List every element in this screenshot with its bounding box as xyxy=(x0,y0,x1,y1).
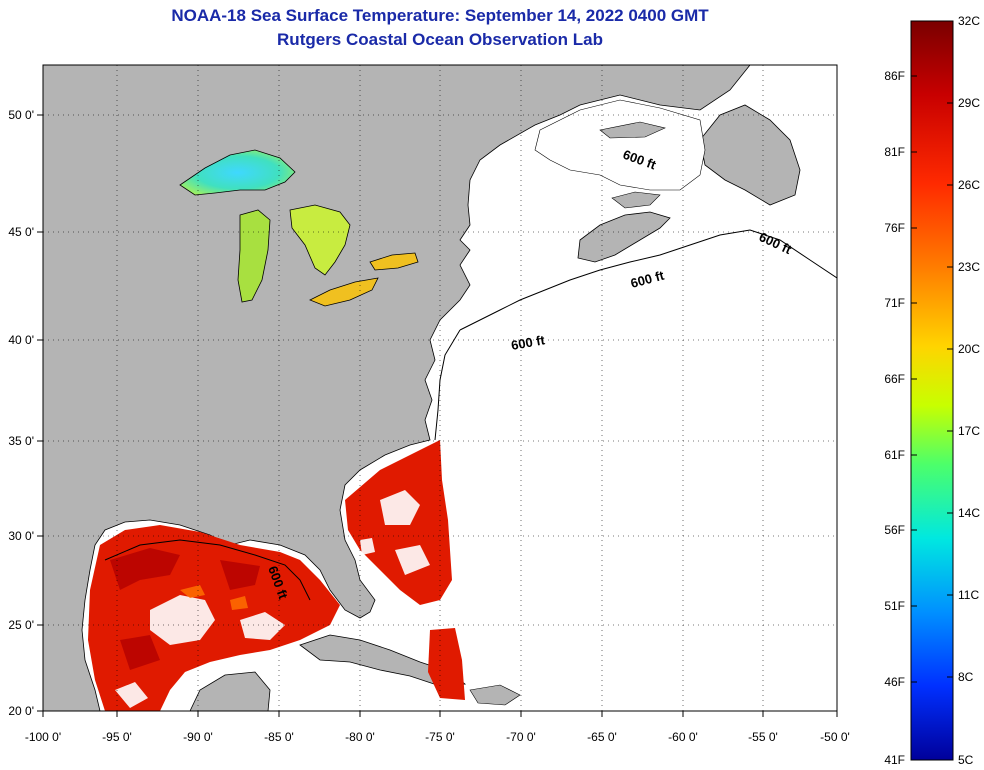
map-title: NOAA-18 Sea Surface Temperature: Septemb… xyxy=(171,6,709,25)
celsius-label: 8C xyxy=(958,670,974,684)
celsius-label: 29C xyxy=(958,96,980,110)
fahrenheit-label: 61F xyxy=(884,448,905,462)
atlantic-sst-cloud-gaps xyxy=(360,490,430,575)
north-america-land xyxy=(43,65,751,711)
gulf-sst-orange xyxy=(180,585,248,610)
celsius-label: 32C xyxy=(958,14,980,28)
lat-label: 20 0' xyxy=(8,704,34,718)
lon-label: -65 0' xyxy=(587,730,617,744)
lon-label: -100 0' xyxy=(25,730,61,744)
lake-superior xyxy=(179,149,296,196)
lon-label: -60 0' xyxy=(668,730,698,744)
pei-land xyxy=(611,191,661,209)
fahrenheit-label: 51F xyxy=(884,599,905,613)
fahrenheit-label: 66F xyxy=(884,372,905,386)
lon-label: -55 0' xyxy=(748,730,778,744)
lat-label: 50 0' xyxy=(8,108,34,122)
caribbean-sst xyxy=(428,628,465,700)
axis-ticks xyxy=(37,114,838,717)
gulf-st-lawrence xyxy=(534,99,706,191)
celsius-label: 17C xyxy=(958,424,980,438)
isobath-600ft xyxy=(459,229,837,331)
anticosti-island xyxy=(599,121,666,139)
map-subtitle: Rutgers Coastal Ocean Observation Lab xyxy=(277,30,603,49)
lake-michigan xyxy=(237,209,271,303)
lon-label: -80 0' xyxy=(345,730,375,744)
colorbar-fahrenheit-labels: 86F 81F 76F 71F 66F 61F 56F 51F 46F 41F xyxy=(884,69,905,767)
lat-label: 40 0' xyxy=(8,333,34,347)
contour-label: 600 ft xyxy=(510,332,547,353)
lon-label: -85 0' xyxy=(264,730,294,744)
celsius-label: 23C xyxy=(958,260,980,274)
celsius-label: 26C xyxy=(958,178,980,192)
gulf-sst-cloud-gaps xyxy=(115,595,285,708)
lake-erie xyxy=(309,277,379,307)
lat-label: 25 0' xyxy=(8,618,34,632)
fahrenheit-label: 76F xyxy=(884,221,905,235)
fahrenheit-label: 71F xyxy=(884,296,905,310)
fahrenheit-label: 46F xyxy=(884,675,905,689)
lat-label: 30 0' xyxy=(8,529,34,543)
newfoundland-land xyxy=(699,104,801,206)
lon-label: -90 0' xyxy=(183,730,213,744)
map-area: 600 ft 600 ft 600 ft 600 ft 600 ft xyxy=(43,65,837,711)
yucatan-land xyxy=(189,671,271,711)
fahrenheit-label: 86F xyxy=(884,69,905,83)
fahrenheit-label: 56F xyxy=(884,523,905,537)
celsius-label: 20C xyxy=(958,342,980,356)
lake-huron xyxy=(289,204,351,276)
lon-label: -50 0' xyxy=(820,730,850,744)
gulf-sst-warm-patches xyxy=(110,548,260,670)
lon-label: -70 0' xyxy=(506,730,536,744)
lon-label: -75 0' xyxy=(425,730,455,744)
lat-label: 45 0' xyxy=(8,225,34,239)
maritimes-land xyxy=(577,211,671,263)
colorbar-ticks xyxy=(911,20,953,683)
latitude-labels: 50 0' 45 0' 40 0' 35 0' 30 0' 25 0' 20 0… xyxy=(8,108,34,718)
fahrenheit-label: 81F xyxy=(884,145,905,159)
fahrenheit-label: 41F xyxy=(884,753,905,767)
lon-label: -95 0' xyxy=(102,730,132,744)
hispaniola-land xyxy=(469,684,521,706)
colorbar-celsius-labels: 32C 29C 26C 23C 20C 17C 14C 11C 8C 5C xyxy=(958,14,980,767)
lat-label: 35 0' xyxy=(8,434,34,448)
celsius-label: 5C xyxy=(958,753,974,767)
celsius-label: 14C xyxy=(958,506,980,520)
colorbar xyxy=(910,20,954,761)
longitude-labels: -100 0' -95 0' -90 0' -85 0' -80 0' -75 … xyxy=(25,730,850,744)
celsius-label: 11C xyxy=(958,588,979,602)
isobath-600ft-gulf xyxy=(104,539,311,601)
lake-ontario xyxy=(369,252,419,271)
